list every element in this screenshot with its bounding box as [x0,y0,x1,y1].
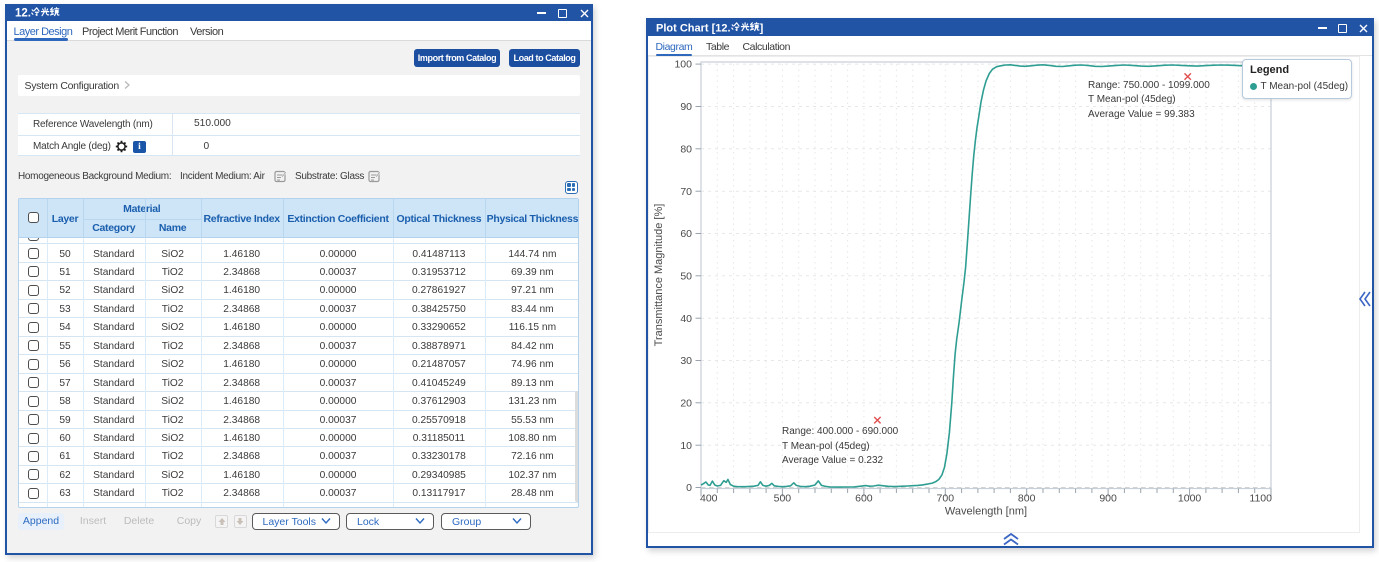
svg-text:500: 500 [774,493,792,505]
svg-text:20: 20 [680,397,692,409]
svg-text:0: 0 [686,482,692,494]
svg-text:50: 50 [680,270,692,282]
svg-text:900: 900 [1099,493,1117,505]
svg-text:80: 80 [680,143,692,155]
svg-text:1100: 1100 [1249,493,1272,505]
svg-text:600: 600 [855,493,873,505]
svg-text:40: 40 [680,313,692,325]
svg-text:100: 100 [674,59,692,71]
svg-text:90: 90 [680,101,692,113]
svg-text:400: 400 [700,493,718,505]
svg-text:Transmittance Magnitude [%]: Transmittance Magnitude [%] [653,204,665,347]
svg-text:60: 60 [680,228,692,240]
svg-text:700: 700 [937,493,955,505]
svg-text:Wavelength [nm]: Wavelength [nm] [945,506,1027,518]
svg-text:10: 10 [680,440,692,452]
svg-text:1000: 1000 [1178,493,1202,505]
svg-text:70: 70 [680,186,692,198]
svg-text:800: 800 [1018,493,1036,505]
svg-text:30: 30 [680,355,692,367]
